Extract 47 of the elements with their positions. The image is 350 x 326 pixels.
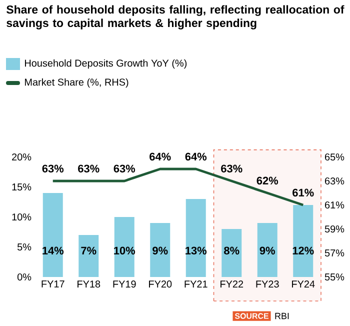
data-label: 62%: [256, 176, 278, 184]
y2-tick-label: 61%: [325, 201, 344, 209]
data-label: 61%: [292, 188, 314, 196]
legend-label: Market Share (%, RHS): [25, 78, 128, 88]
y-tick-label: 20%: [12, 153, 32, 161]
data-label: 63%: [78, 164, 100, 172]
bar: [257, 223, 278, 277]
x-tick-label: FY17: [42, 280, 64, 288]
bar: [114, 217, 134, 277]
y2-tick-label: 55%: [324, 273, 344, 280]
x-tick-label: FY23: [256, 280, 279, 288]
x-tick-label: FY20: [149, 280, 172, 288]
data-label: 63%: [221, 164, 242, 172]
x-tick-label: FY24: [292, 280, 315, 288]
data-label: 64%: [150, 152, 171, 160]
bar: [42, 192, 63, 277]
text: RBI: [275, 312, 289, 320]
y-tick-label: 5%: [17, 243, 32, 250]
x-tick-label: FY18: [78, 280, 100, 288]
chart-title: Share of household deposits falling, reflecting reallocation of savings to capital markets & higher spending: [6, 5, 344, 30]
data-label: 9%: [152, 246, 168, 254]
data-label: 9%: [260, 246, 275, 254]
data-label: 14%: [42, 246, 64, 254]
x-tick-label: FY22: [220, 280, 244, 288]
bar: [150, 223, 170, 277]
y2-tick-label: 63%: [325, 177, 344, 185]
x-tick-label: FY21: [184, 280, 208, 288]
data-label: 10%: [114, 246, 136, 254]
y2-tick-label: 65%: [325, 153, 344, 161]
y-tick-label: 15%: [12, 183, 32, 190]
data-label: 63%: [42, 164, 64, 172]
y2-tick-label: 57%: [324, 249, 344, 256]
y-tick-label: 10%: [12, 213, 32, 221]
data-label: 63%: [114, 164, 136, 172]
y2-tick-label: 59%: [324, 225, 344, 233]
bar: [186, 199, 206, 277]
bar: [222, 229, 242, 277]
data-label: 13%: [186, 246, 207, 254]
y-tick-label: 0%: [17, 273, 32, 281]
x-tick-label: FY19: [113, 280, 136, 288]
data-label: 7%: [81, 246, 96, 254]
legend-label: Household Deposits Growth YoY (%): [25, 59, 187, 69]
data-label: 12%: [292, 246, 314, 254]
data-label: 8%: [224, 246, 240, 254]
bar: [293, 205, 314, 277]
data-label: 64%: [185, 152, 207, 160]
bar: [78, 235, 99, 277]
